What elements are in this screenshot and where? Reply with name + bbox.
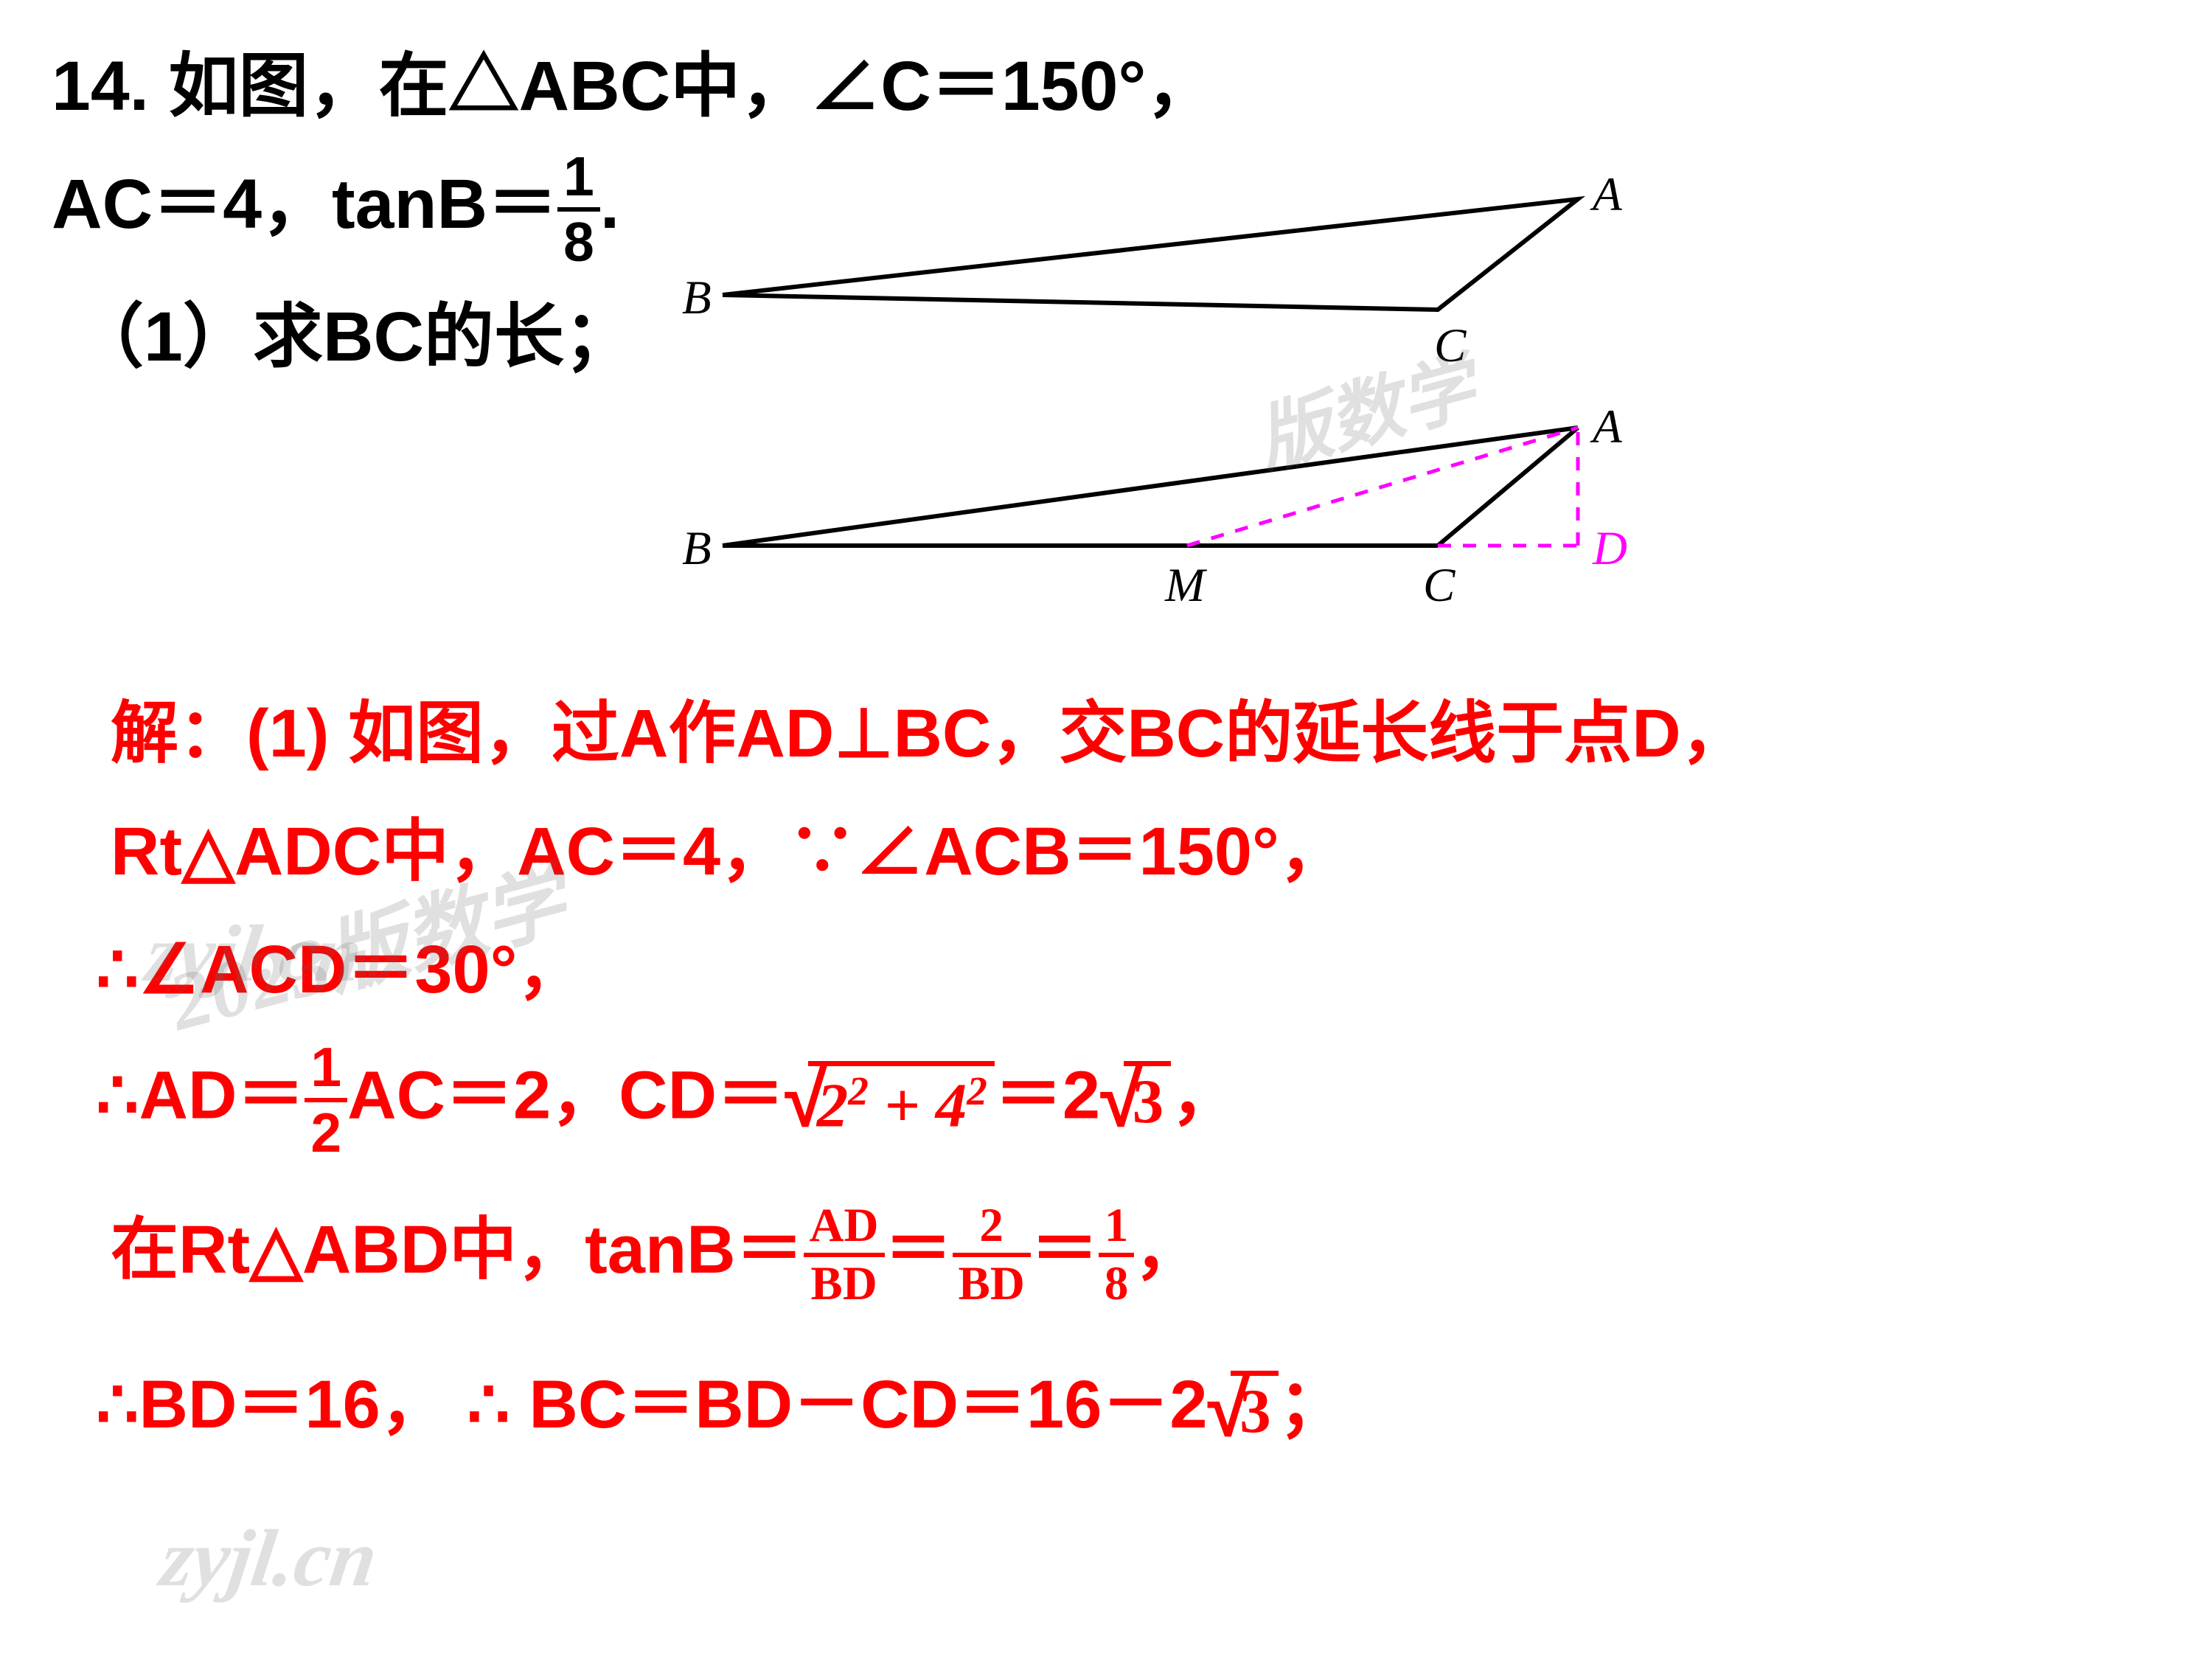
s5f3n: 1	[1099, 1202, 1135, 1257]
label-d2: D	[1592, 522, 1627, 575]
label-b2: B	[682, 522, 712, 575]
s6sqrtc: 3	[1231, 1371, 1279, 1449]
s4p2: 2	[967, 1068, 987, 1113]
s4sqrtcontent: 22 + 42	[808, 1061, 995, 1139]
solution-line-1: 解：(1) 如图，过A作AD⊥BC，交BC的延长线于点D，	[111, 678, 1749, 776]
s4d: ，	[1171, 1057, 1239, 1133]
s5f2d: BD	[953, 1257, 1031, 1308]
s4b: AC＝2，CD＝	[347, 1057, 785, 1133]
s5f1d: BD	[804, 1257, 885, 1308]
label-c2: C	[1423, 559, 1455, 612]
s6end: ；	[1279, 1367, 1346, 1442]
s5f2: 2 BD	[953, 1202, 1031, 1308]
label-a2: A	[1590, 400, 1622, 453]
watermark-2: zyjl.cn	[156, 1512, 383, 1605]
s2a: Rt	[111, 814, 182, 889]
s5f3: 1 8	[1099, 1202, 1135, 1308]
label-b1: B	[682, 271, 712, 324]
s4plus: + 4	[869, 1071, 967, 1140]
s4f1n: 1	[305, 1040, 347, 1102]
s4p1: 2	[848, 1068, 869, 1113]
s5tri: △	[250, 1212, 302, 1287]
triangle-abc	[723, 199, 1578, 310]
solution-line-2: Rt△ADC中，AC＝4，∵∠ACB＝150°，	[111, 796, 1347, 894]
s4c: ＝2	[995, 1057, 1100, 1133]
s5f1n: AD	[804, 1202, 885, 1257]
s2tri: △	[182, 814, 234, 889]
s5f3d: 8	[1099, 1257, 1135, 1308]
s6a: ∴BD＝16， ∴ BC＝BD－CD＝16－2	[96, 1367, 1208, 1442]
s4f1d: 2	[305, 1102, 347, 1161]
solution-line-6: ∴BD＝16， ∴ BC＝BD－CD＝16－2√3；	[96, 1349, 1346, 1449]
diagram-2: B M C A D	[682, 400, 1627, 612]
s4-sqrt2: √3	[1100, 1061, 1171, 1139]
solution-line-5: 在Rt△ABD中，tanB＝ AD BD ＝ 2 BD ＝ 1 8 ，	[111, 1194, 1202, 1308]
diagram-1: B C A	[682, 168, 1622, 372]
s5b: ABD中，tanB＝	[302, 1212, 804, 1287]
s5d: ＝	[1031, 1212, 1099, 1287]
s4-frac1: 1 2	[305, 1040, 347, 1161]
s4sqrt2c: 3	[1124, 1061, 1172, 1139]
s5f1: AD BD	[804, 1202, 885, 1308]
s5f2n: 2	[953, 1202, 1031, 1257]
line-ba2	[723, 428, 1578, 546]
s5c: ＝	[885, 1212, 953, 1287]
s4-sqrt1: √22 + 42	[785, 1061, 995, 1139]
s1-text: 解：(1) 如图，过A作AD⊥BC，交BC的延长线于点D，	[111, 696, 1749, 771]
solution-line-4: ∴AD＝ 1 2 AC＝2，CD＝√22 + 42＝2√3，	[96, 1040, 1239, 1161]
s4sa: 2	[817, 1071, 849, 1140]
label-m2: M	[1164, 559, 1208, 612]
s5a: 在Rt	[111, 1212, 250, 1287]
label-a1: A	[1590, 168, 1622, 221]
s6-sqrt: √3	[1208, 1371, 1279, 1449]
s5e: ，	[1134, 1212, 1202, 1287]
s4a: ∴AD＝	[96, 1057, 305, 1133]
